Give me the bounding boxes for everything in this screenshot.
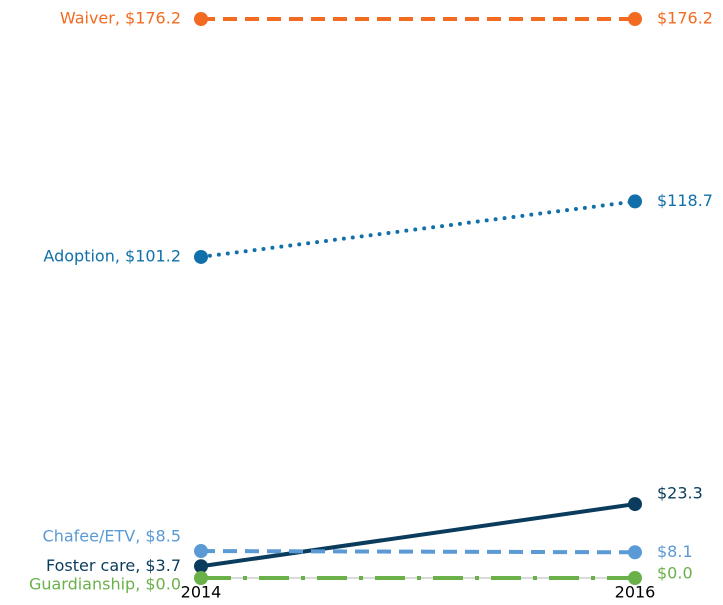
point bbox=[194, 249, 208, 264]
value-label: Waiver, $176.2 bbox=[60, 9, 181, 28]
point bbox=[194, 12, 208, 26]
series-line bbox=[200, 549, 636, 555]
point bbox=[628, 194, 642, 209]
value-label: Guardianship, $0.0 bbox=[29, 575, 181, 594]
point bbox=[628, 497, 642, 512]
point bbox=[194, 559, 208, 574]
value-label: $176.2 bbox=[657, 9, 713, 28]
value-label: $23.3 bbox=[657, 484, 703, 503]
point bbox=[194, 544, 208, 559]
value-label: Adoption, $101.2 bbox=[43, 246, 181, 265]
point bbox=[194, 571, 208, 585]
series-line bbox=[199, 199, 637, 259]
point bbox=[628, 545, 642, 560]
x-tick-label: 2014 bbox=[181, 583, 222, 602]
x-tick-label: 2016 bbox=[615, 583, 656, 602]
value-label: $0.0 bbox=[657, 564, 693, 583]
point bbox=[628, 571, 642, 585]
value-label: $118.7 bbox=[657, 191, 713, 210]
series-line bbox=[200, 502, 636, 569]
point bbox=[628, 12, 642, 26]
value-label: $8.1 bbox=[657, 542, 693, 561]
value-label: Foster care, $3.7 bbox=[46, 556, 181, 575]
value-label: Chafee/ETV, $8.5 bbox=[43, 527, 181, 546]
